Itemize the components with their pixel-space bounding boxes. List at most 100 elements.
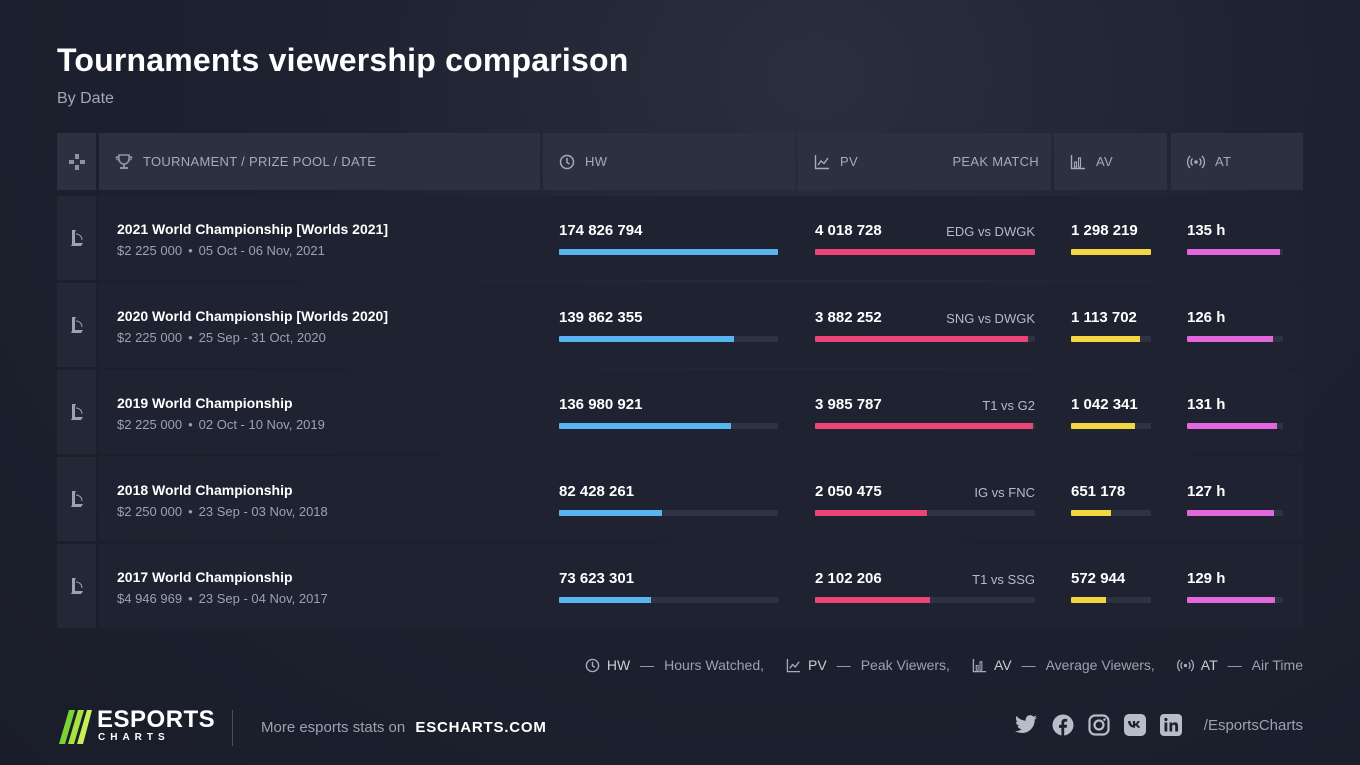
av-value: 1 042 341 [1071, 396, 1138, 413]
av-value: 651 178 [1071, 483, 1126, 500]
tournament-name[interactable]: 2021 World Championship [Worlds 2021] [117, 221, 388, 237]
prize-pool: $2 225 000 [117, 417, 183, 432]
vk-icon[interactable] [1123, 714, 1146, 736]
league-logo-icon [70, 404, 83, 420]
hw-bar [559, 423, 731, 429]
header-pv: PV PEAK MATCH [798, 133, 1051, 190]
more-stats-label: More esports stats on [261, 719, 406, 736]
twitter-icon[interactable] [1014, 715, 1038, 735]
av-bar [1071, 249, 1151, 255]
peak-match: IG vs FNC [974, 485, 1035, 500]
av-bar-track [1071, 597, 1151, 603]
legend-abbr: PV [808, 657, 827, 673]
pv-bar [815, 597, 931, 603]
pv-value: 4 018 728 [815, 222, 882, 239]
header-tournament: TOURNAMENT / PRIZE POOL / DATE [99, 133, 540, 190]
chart-line-icon [814, 154, 829, 169]
bar-chart-icon [1070, 154, 1085, 169]
pv-value: 2 102 206 [815, 570, 882, 587]
legend-item-at: AT — Air Time [1176, 657, 1303, 673]
hw-bar [559, 336, 735, 342]
tournament-name[interactable]: 2020 World Championship [Worlds 2020] [117, 308, 388, 324]
facebook-icon[interactable] [1052, 714, 1074, 736]
row-body: 2021 World Championship [Worlds 2021] $2 … [99, 196, 1303, 280]
clock-icon [559, 154, 575, 169]
footer: ESPORTS CHARTS More esports stats on ESC… [57, 706, 1303, 750]
legend-desc: Hours Watched, [664, 657, 765, 673]
legend-item-hw: HW — Hours Watched, [585, 657, 764, 673]
header-hw: HW [543, 133, 795, 190]
prize-pool: $2 225 000 [117, 243, 183, 258]
pv-bar-track [815, 510, 1035, 516]
header-av: AV [1054, 133, 1167, 190]
table-row[interactable]: 2018 World Championship $2 250 000 • 23 Sep… [57, 457, 1303, 541]
esports-charts-logo[interactable]: ESPORTS CHARTS [57, 706, 215, 746]
av-bar [1071, 597, 1107, 603]
league-logo-icon [70, 230, 83, 246]
game-cell [57, 196, 96, 280]
tournament-meta: $2 250 000 • 23 Sep - 03 Nov, 2018 [117, 504, 328, 519]
at-bar-track [1187, 597, 1283, 603]
at-value: 129 h [1187, 570, 1226, 587]
header-game [57, 133, 96, 190]
row-body: 2017 World Championship $4 946 969 • 23 Sep… [99, 544, 1303, 628]
social-handle[interactable]: /EsportsCharts [1203, 716, 1303, 734]
av-value: 572 944 [1071, 570, 1126, 587]
gamepad-icon [68, 153, 85, 170]
header-pv-label: PV [840, 154, 858, 169]
av-bar-track [1071, 423, 1151, 429]
at-bar [1187, 597, 1276, 603]
row-body: 2020 World Championship [Worlds 2020] $2 … [99, 283, 1303, 367]
prize-pool: $2 250 000 [117, 504, 183, 519]
tournament-meta: $2 225 000 • 25 Sep - 31 Oct, 2020 [117, 330, 326, 345]
hw-value: 139 862 355 [559, 309, 643, 326]
at-value: 127 h [1187, 483, 1226, 500]
at-bar-track [1187, 423, 1283, 429]
hw-bar-track [559, 597, 778, 603]
prize-pool: $2 225 000 [117, 330, 183, 345]
tournament-name[interactable]: 2019 World Championship [117, 395, 293, 411]
league-logo-icon [70, 578, 83, 594]
tournament-name[interactable]: 2018 World Championship [117, 482, 293, 498]
tournament-dates: 05 Oct - 06 Nov, 2021 [198, 243, 325, 258]
logo-subtext: CHARTS [98, 732, 170, 743]
page-subtitle: By Date [57, 90, 114, 107]
table-row[interactable]: 2021 World Championship [Worlds 2021] $2 … [57, 196, 1303, 280]
at-bar [1187, 510, 1275, 516]
header-peak-match-label: PEAK MATCH [952, 154, 1039, 169]
legend: HW — Hours Watched, PV — Peak Viewers, A… [563, 657, 1303, 673]
table-row[interactable]: 2020 World Championship [Worlds 2020] $2 … [57, 283, 1303, 367]
table-row[interactable]: 2019 World Championship $2 225 000 • 02 Oct… [57, 370, 1303, 454]
hw-bar-track [559, 510, 778, 516]
av-value: 1 298 219 [1071, 222, 1138, 239]
footer-divider [232, 710, 233, 746]
instagram-icon[interactable] [1088, 714, 1110, 736]
table-row[interactable]: 2017 World Championship $4 946 969 • 23 Sep… [57, 544, 1303, 628]
legend-desc: Air Time [1251, 657, 1303, 673]
legend-desc: Peak Viewers, [860, 657, 950, 673]
tournament-dates: 23 Sep - 04 Nov, 2017 [198, 591, 328, 606]
hw-value: 82 428 261 [559, 483, 635, 500]
legend-abbr: AV [993, 657, 1012, 673]
legend-item-pv: PV — Peak Viewers, [786, 657, 950, 673]
peak-match: T1 vs SSG [972, 572, 1035, 587]
site-link[interactable]: ESCHARTS.COM [415, 719, 547, 736]
game-cell [57, 370, 96, 454]
pv-bar [815, 510, 928, 516]
tournament-dates: 25 Sep - 31 Oct, 2020 [198, 330, 326, 345]
header-av-label: AV [1096, 154, 1113, 169]
legend-desc: Average Viewers, [1045, 657, 1155, 673]
av-bar-track [1071, 249, 1151, 255]
logo-stripes-icon [59, 710, 92, 744]
at-bar-track [1187, 336, 1283, 342]
tournament-dates: 23 Sep - 03 Nov, 2018 [198, 504, 328, 519]
at-value: 135 h [1187, 222, 1226, 239]
linkedin-icon[interactable] [1159, 714, 1182, 736]
tournament-name[interactable]: 2017 World Championship [117, 569, 293, 585]
header-hw-label: HW [585, 154, 608, 169]
game-cell [57, 283, 96, 367]
logo-text: ESPORTS [97, 706, 216, 733]
clock-icon [585, 658, 600, 672]
pv-bar-track [815, 249, 1035, 255]
tournament-meta: $2 225 000 • 02 Oct - 10 Nov, 2019 [117, 417, 325, 432]
